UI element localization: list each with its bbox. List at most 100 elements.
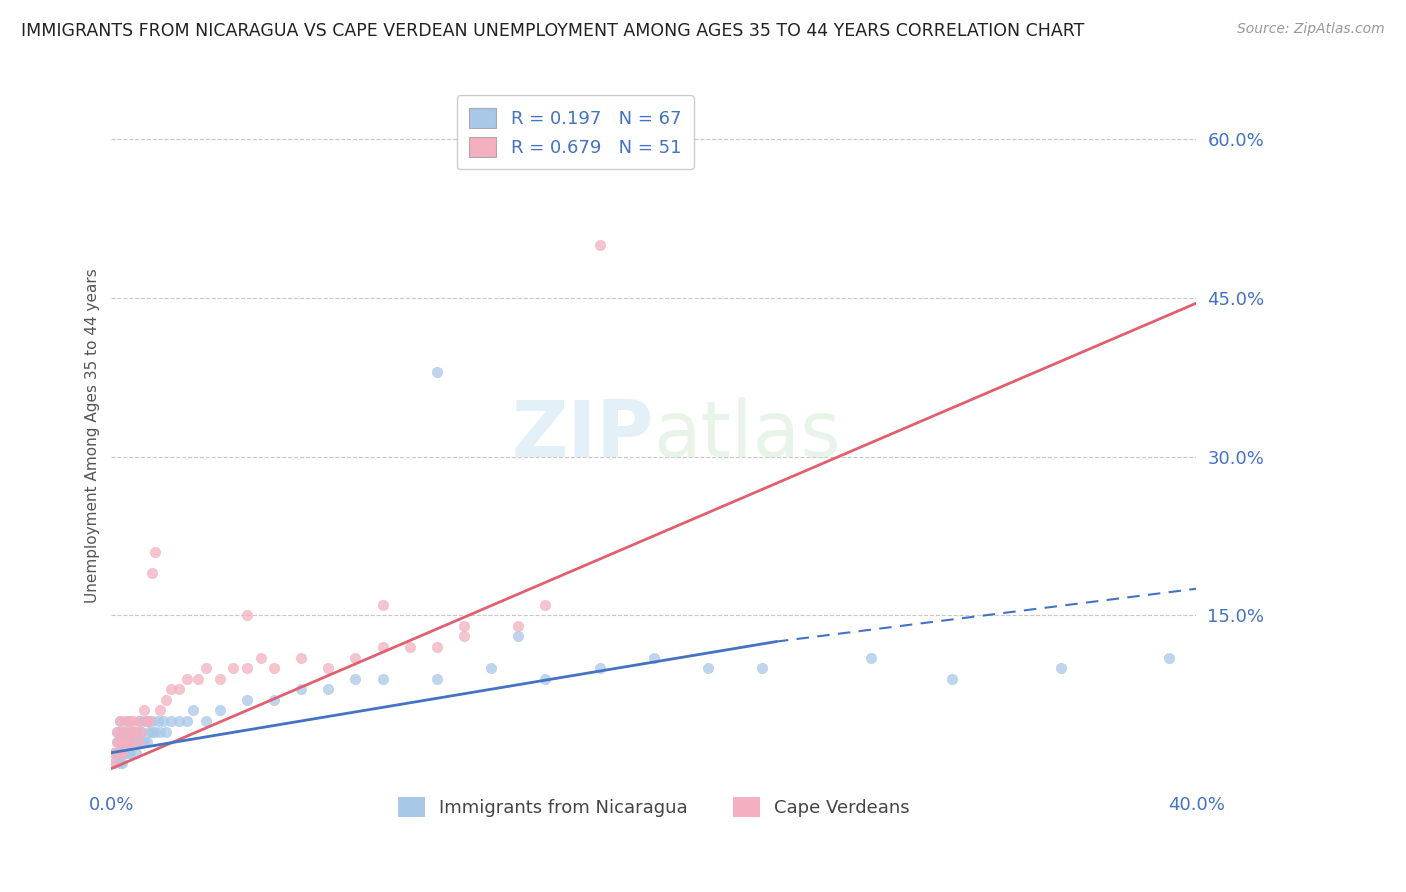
Point	[105, 724, 128, 739]
Point	[941, 672, 963, 686]
Point	[105, 724, 128, 739]
Point	[1159, 650, 1181, 665]
Text: IMMIGRANTS FROM NICARAGUA VS CAPE VERDEAN UNEMPLOYMENT AMONG AGES 35 TO 44 YEARS: IMMIGRANTS FROM NICARAGUA VS CAPE VERDEA…	[21, 22, 1084, 40]
Text: atlas: atlas	[654, 398, 841, 474]
Point	[371, 598, 394, 612]
Point	[117, 714, 139, 728]
Text: ZIP: ZIP	[512, 398, 654, 474]
Point	[108, 735, 131, 749]
Point	[132, 714, 155, 728]
Point	[111, 756, 134, 771]
Point	[120, 714, 142, 728]
Point	[453, 619, 475, 633]
Point	[135, 714, 157, 728]
Point	[176, 714, 198, 728]
Point	[122, 714, 145, 728]
Point	[141, 714, 163, 728]
Point	[125, 724, 148, 739]
Point	[344, 650, 367, 665]
Point	[290, 650, 312, 665]
Point	[129, 724, 152, 739]
Point	[508, 629, 530, 643]
Point	[128, 714, 150, 728]
Point	[135, 714, 157, 728]
Point	[534, 672, 557, 686]
Point	[108, 714, 131, 728]
Point	[263, 693, 285, 707]
Point	[141, 724, 163, 739]
Point	[176, 672, 198, 686]
Point	[249, 650, 271, 665]
Point	[138, 714, 160, 728]
Point	[187, 672, 209, 686]
Point	[132, 735, 155, 749]
Point	[111, 724, 134, 739]
Point	[117, 724, 139, 739]
Point	[181, 703, 204, 717]
Point	[318, 661, 340, 675]
Point	[143, 545, 166, 559]
Point	[859, 650, 882, 665]
Point	[141, 566, 163, 580]
Point	[111, 724, 134, 739]
Point	[534, 598, 557, 612]
Point	[108, 714, 131, 728]
Point	[108, 756, 131, 771]
Point	[195, 714, 218, 728]
Point	[508, 619, 530, 633]
Point	[344, 672, 367, 686]
Point	[117, 735, 139, 749]
Point	[120, 735, 142, 749]
Point	[398, 640, 420, 654]
Point	[132, 703, 155, 717]
Point	[105, 735, 128, 749]
Point	[426, 640, 449, 654]
Point	[125, 746, 148, 760]
Point	[149, 724, 172, 739]
Legend: Immigrants from Nicaragua, Cape Verdeans: Immigrants from Nicaragua, Cape Verdeans	[391, 790, 917, 824]
Point	[128, 735, 150, 749]
Point	[111, 746, 134, 760]
Point	[751, 661, 773, 675]
Point	[122, 735, 145, 749]
Point	[263, 661, 285, 675]
Point	[453, 629, 475, 643]
Point	[236, 661, 259, 675]
Point	[128, 714, 150, 728]
Point	[103, 746, 125, 760]
Point	[122, 724, 145, 739]
Point	[103, 756, 125, 771]
Point	[105, 746, 128, 760]
Point	[155, 693, 177, 707]
Point	[103, 756, 125, 771]
Point	[149, 703, 172, 717]
Point	[371, 672, 394, 686]
Point	[167, 682, 190, 697]
Point	[155, 724, 177, 739]
Point	[108, 746, 131, 760]
Point	[114, 724, 136, 739]
Point	[117, 746, 139, 760]
Text: Source: ZipAtlas.com: Source: ZipAtlas.com	[1237, 22, 1385, 37]
Point	[160, 682, 183, 697]
Point	[105, 735, 128, 749]
Point	[146, 714, 169, 728]
Point	[479, 661, 502, 675]
Point	[108, 746, 131, 760]
Point	[108, 735, 131, 749]
Point	[103, 746, 125, 760]
Point	[371, 640, 394, 654]
Point	[643, 650, 665, 665]
Point	[114, 714, 136, 728]
Point	[195, 661, 218, 675]
Point	[588, 238, 610, 252]
Point	[122, 724, 145, 739]
Point	[111, 746, 134, 760]
Point	[208, 672, 231, 686]
Point	[426, 672, 449, 686]
Point	[138, 724, 160, 739]
Point	[318, 682, 340, 697]
Point	[208, 703, 231, 717]
Point	[120, 735, 142, 749]
Point	[120, 746, 142, 760]
